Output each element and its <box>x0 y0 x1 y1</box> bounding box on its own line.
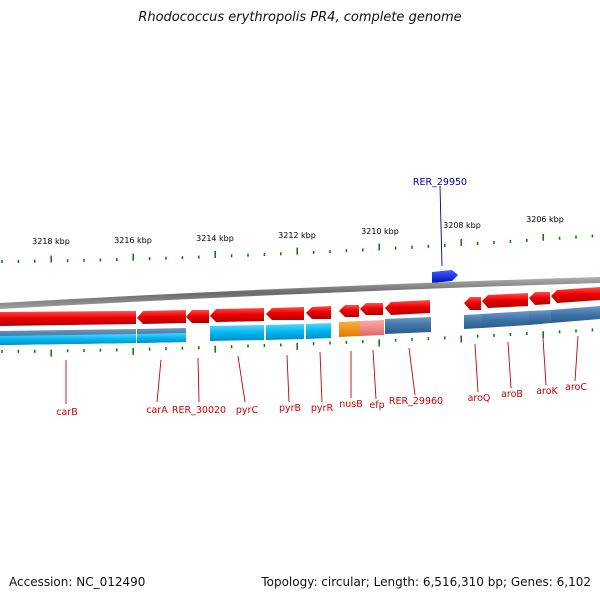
leader-line <box>319 351 323 403</box>
feature-bar <box>137 333 186 343</box>
gene-arrow-rer-30020[interactable] <box>186 310 209 323</box>
gene-label-pyrb: pyrB <box>279 403 301 414</box>
gene-arrow-carb[interactable] <box>0 311 136 326</box>
feature-bar <box>0 334 136 345</box>
map-title: Rhodococcus erythropolis PR4, complete g… <box>138 10 462 25</box>
scale-label: 3214 kbp <box>196 234 234 243</box>
length-text: Length: 6,516,310 bp; <box>373 575 508 589</box>
forward-gene-track <box>0 287 600 326</box>
scale-label: 3206 kbp <box>526 215 564 224</box>
genome-backbone <box>0 277 600 309</box>
gene-label-nusb: nusB <box>339 399 363 410</box>
gene-label-arob: aroB <box>501 389 523 400</box>
feature-bar <box>306 323 331 339</box>
scale-label: 3218 kbp <box>32 237 70 246</box>
gene-label-efp: efp <box>369 400 384 411</box>
leader-line <box>408 347 416 396</box>
label-leader-lines <box>65 335 579 404</box>
gene-label-rer-30020: RER_30020 <box>172 405 226 416</box>
leader-line <box>372 349 377 400</box>
gene-arrow-arok[interactable] <box>529 292 550 305</box>
leader-line <box>574 335 579 382</box>
feature-bar <box>385 317 431 334</box>
gene-arrow-pyrb[interactable] <box>266 307 304 320</box>
gene-arrow-arob[interactable] <box>482 293 528 308</box>
feature-bar <box>360 320 384 336</box>
leader-line <box>286 354 290 403</box>
genome-summary: Topology: circular; Length: 6,516,310 bp… <box>261 575 591 589</box>
feature-track <box>0 306 600 345</box>
reverse-gene-arrow[interactable] <box>432 270 458 283</box>
gene-arrow-aroc[interactable] <box>551 287 600 303</box>
feature-bar <box>266 324 304 340</box>
gene-arrow-efp[interactable] <box>360 303 383 315</box>
feature-bar <box>339 321 360 337</box>
gene-arrow-pyrc[interactable] <box>210 308 264 322</box>
feature-bar <box>482 311 529 328</box>
feature-bar <box>551 306 600 323</box>
scale-label: 3216 kbp <box>114 236 152 245</box>
gene-arrow-cara[interactable] <box>137 310 186 324</box>
gene-label-rer-29960: RER_29960 <box>389 396 443 407</box>
gene-label-pyrc: pyrC <box>236 405 259 416</box>
feature-bar <box>529 310 551 325</box>
gene-label-rer-29950: RER_29950 <box>413 177 467 188</box>
leader-line <box>474 343 479 393</box>
feature-bar <box>464 314 482 329</box>
gene-label-arok: aroK <box>536 386 558 397</box>
upper-scale-ticks <box>1 233 594 263</box>
gene-label-cara: carA <box>146 405 168 416</box>
gene-arrow-nusb[interactable] <box>339 305 359 317</box>
gene-arrow-pyrr[interactable] <box>306 306 331 319</box>
topology-text: Topology: circular; <box>261 575 370 589</box>
gene-label-aroq: aroQ <box>468 393 491 404</box>
gene-label-carb: carB <box>56 407 77 418</box>
feature-bar <box>210 325 264 341</box>
gene-count-text: Genes: 6,102 <box>510 575 591 589</box>
leader-line <box>197 357 200 403</box>
accession-text: Accession: NC_012490 <box>9 575 146 589</box>
scale-label: 3210 kbp <box>361 227 399 236</box>
leader-line <box>542 337 547 386</box>
gene-label-pyrr: pyrR <box>311 403 334 414</box>
gene-arrow-rer-29960[interactable] <box>385 300 430 315</box>
leader-line <box>237 355 246 403</box>
scale-label: 3212 kbp <box>278 231 316 240</box>
lower-scale-ticks <box>1 328 594 357</box>
scale-labels: 3218 kbp 3216 kbp 3214 kbp 3212 kbp 3210… <box>32 215 564 246</box>
scale-label: 3208 kbp <box>443 221 481 230</box>
gene-labels: carB carA RER_30020 pyrC pyrB pyrR nusB … <box>56 382 587 418</box>
gene-arrow-aroq[interactable] <box>464 297 481 310</box>
leader-line <box>507 341 512 389</box>
label-leader-line <box>439 185 443 267</box>
leader-line <box>156 359 162 403</box>
gene-label-aroc: aroC <box>565 382 587 393</box>
